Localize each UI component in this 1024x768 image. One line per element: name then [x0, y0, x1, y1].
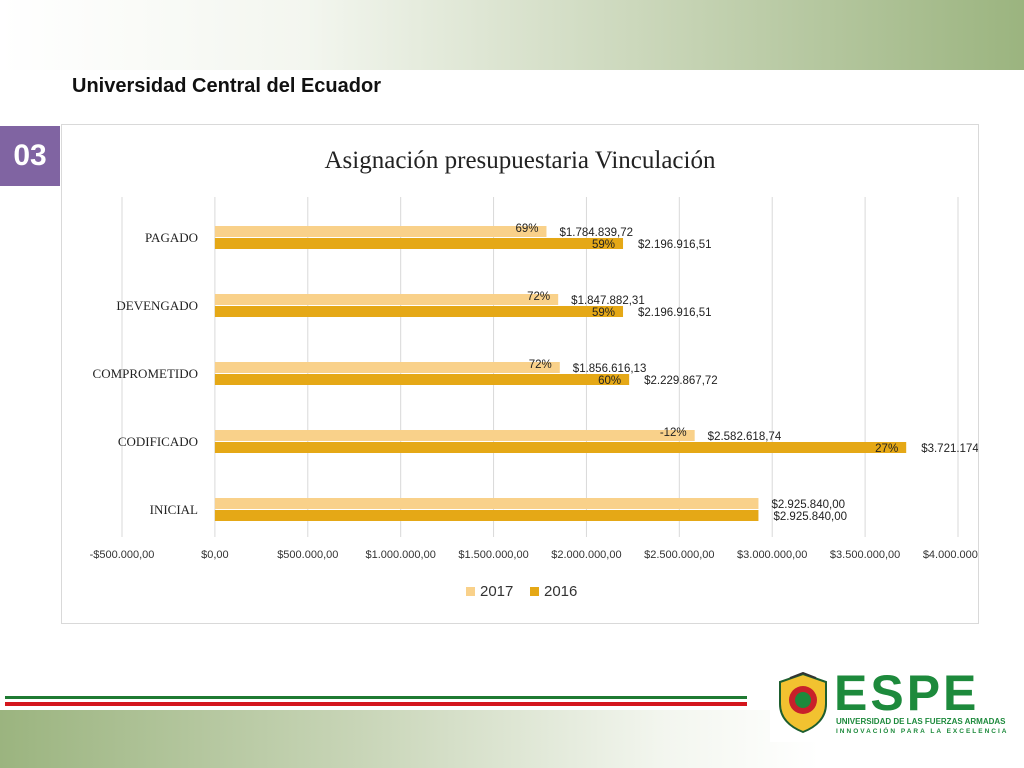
x-tick-label: $2.000.000,00: [551, 549, 621, 561]
x-tick-label: $3.000.000,00: [737, 549, 807, 561]
value-label: $2.196.916,51: [638, 239, 712, 251]
espe-logo: ESPE UNIVERSIDAD DE LAS FUERZAS ARMADAS …: [770, 662, 1020, 742]
x-tick-label: -$500.000,00: [90, 549, 155, 561]
footer-divider-green: [5, 696, 747, 699]
category-label: CODIFICADO: [118, 434, 198, 449]
legend: 2017 2016: [466, 583, 577, 600]
bar-2017-devengado: [214, 294, 559, 305]
category-labels: PAGADO DEVENGADO COMPROMETIDO CODIFICADO INI…: [93, 230, 199, 517]
percent-label: 59%: [592, 307, 615, 319]
category-label: DEVENGADO: [116, 298, 198, 313]
value-label: $1.856.616,13: [573, 363, 647, 375]
x-tick-label: $1.000.000,00: [365, 549, 435, 561]
percent-label: 72%: [529, 359, 552, 371]
bar-2017-comprometido: [214, 362, 560, 373]
bar-2016-devengado: [214, 306, 624, 317]
value-label: $2.925.840,00: [771, 499, 845, 511]
value-label: $3.721.174,87: [921, 443, 978, 455]
legend-label: 2017: [480, 583, 513, 600]
bar-2016-pagado: [214, 238, 624, 249]
value-label: $2.196.916,51: [638, 307, 712, 319]
category-label: INICIAL: [150, 502, 198, 517]
logo-wordmark: ESPE: [834, 665, 980, 721]
bar-2017-pagado: [214, 226, 547, 237]
x-tick-labels: -$500.000,00 $0,00 $500.000,00 $1.000.000,0…: [90, 549, 978, 561]
percent-label: -12%: [660, 427, 687, 439]
chart-frame: Asignación presupuestaria Vinculación $1…: [61, 124, 979, 624]
bar-2016-codificado: [214, 442, 907, 453]
x-tick-label: $3.500.000,00: [830, 549, 900, 561]
bar-2016-comprometido: [214, 374, 630, 385]
category-label: PAGADO: [145, 230, 198, 245]
percent-label: 59%: [592, 239, 615, 251]
bar-2017-codificado: [214, 430, 695, 441]
percent-label: 69%: [515, 223, 538, 235]
value-label: $2.582.618,74: [708, 431, 782, 443]
logo-subtitle: UNIVERSIDAD DE LAS FUERZAS ARMADAS: [836, 717, 1006, 726]
x-tick-label: $500.000,00: [277, 549, 338, 561]
chart-title: Asignación presupuestaria Vinculación: [325, 147, 716, 174]
value-label: $1.784.839,72: [559, 227, 633, 239]
org-title: Universidad Central del Ecuador: [72, 75, 381, 97]
value-label: $2.229.867,72: [644, 375, 718, 387]
slide-number-badge: 03: [0, 126, 60, 186]
x-tick-label: $0,00: [201, 549, 229, 561]
bar-chart: Asignación presupuestaria Vinculación $1…: [90, 147, 978, 600]
bar-2016-inicial: [214, 510, 759, 521]
x-tick-label: $4.000.000,00: [923, 549, 978, 561]
percent-label: 60%: [598, 375, 621, 387]
legend-label: 2016: [544, 583, 577, 600]
data-labels: $1.784.839,7269%$2.196.916,5159%$1.847.8…: [515, 223, 978, 523]
bar-2017-inicial: [214, 498, 759, 509]
category-label: COMPROMETIDO: [93, 366, 198, 381]
value-label: $2.925.840,00: [773, 511, 847, 523]
logo-tagline: INNOVACIÓN PARA LA EXCELENCIA: [836, 728, 1009, 735]
footer-divider-red: [5, 702, 747, 706]
legend-swatch: [466, 587, 475, 596]
percent-label: 27%: [875, 443, 898, 455]
legend-swatch: [530, 587, 539, 596]
x-tick-label: $1.500.000,00: [458, 549, 528, 561]
value-label: $1.847.882,31: [571, 295, 645, 307]
x-tick-label: $2.500.000,00: [644, 549, 714, 561]
bars: [214, 226, 907, 521]
university-seal-icon: [779, 672, 827, 734]
percent-label: 72%: [527, 291, 550, 303]
top-gradient-band: [0, 0, 1024, 70]
